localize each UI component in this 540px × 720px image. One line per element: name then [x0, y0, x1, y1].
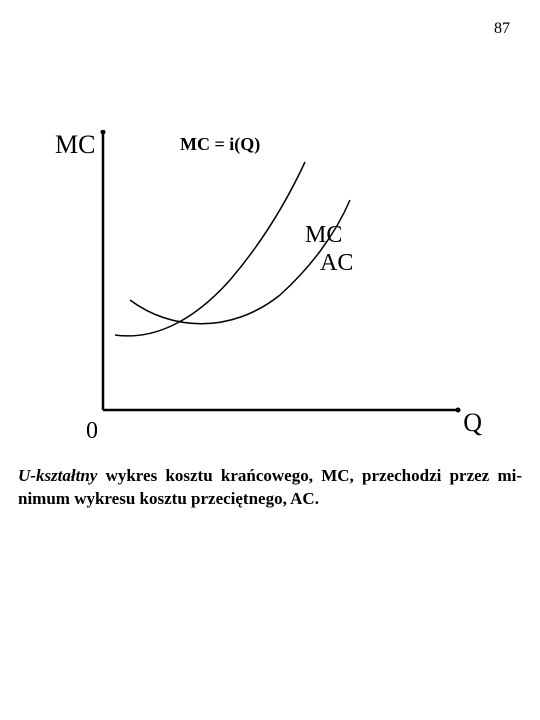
page-number: 87	[494, 20, 510, 38]
ac-curve-label: AC	[320, 250, 353, 277]
x-axis-end-marker	[456, 408, 461, 413]
caption-space	[97, 466, 105, 485]
y-axis-label: MC	[55, 130, 95, 160]
caption-emphasis: U-kształtny	[18, 466, 97, 485]
ac-curve	[130, 200, 350, 324]
y-axis-top-marker	[101, 130, 106, 135]
mc-curve	[115, 162, 305, 336]
x-axis-label: Q	[463, 408, 482, 438]
chart-area	[100, 130, 480, 440]
mc-curve-label: MC	[305, 222, 342, 249]
origin-label: 0	[86, 418, 98, 445]
chart-svg	[100, 130, 470, 420]
caption-text: U-kształtny wykres kosztu krańcowego, MC…	[18, 465, 522, 511]
